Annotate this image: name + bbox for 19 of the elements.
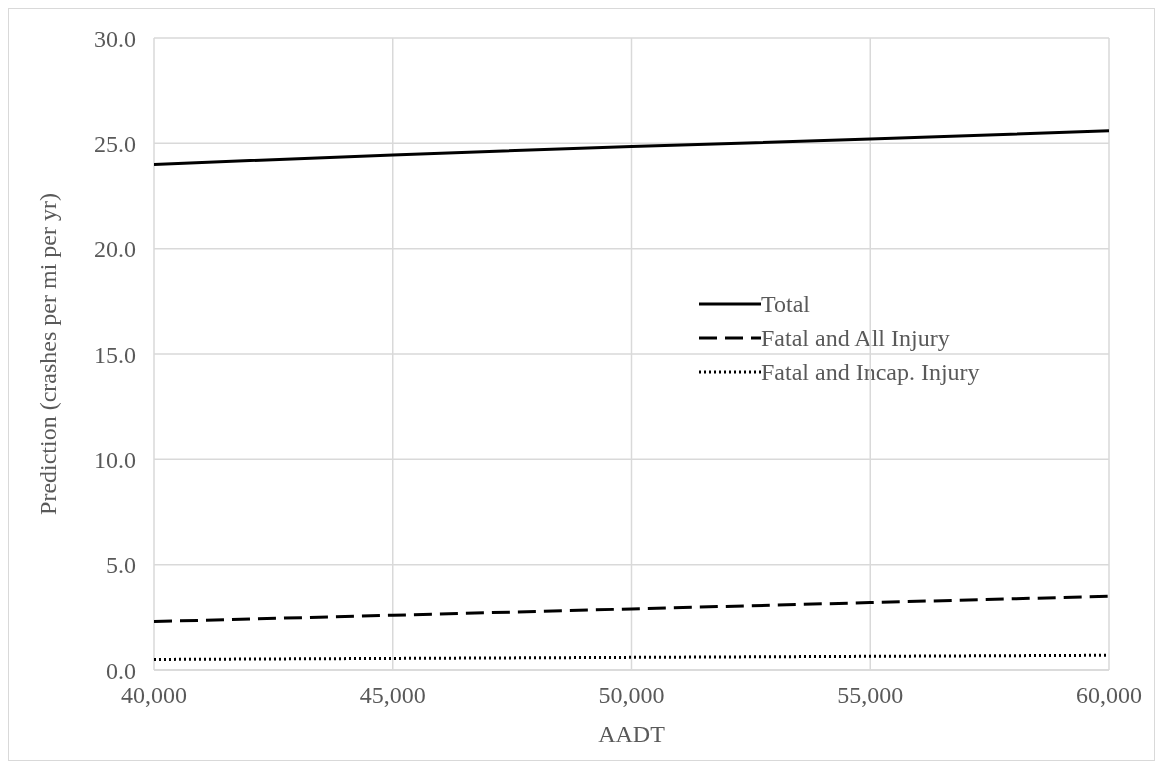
x-tick-label: 50,000 [598, 682, 665, 709]
x-axis-title: AADT [598, 721, 666, 747]
legend-label: Fatal and All Injury [761, 324, 950, 352]
x-tick-label: 45,000 [359, 682, 426, 709]
x-tick-label: 60,000 [1076, 682, 1142, 709]
legend-label: Fatal and Incap. Injury [761, 358, 980, 386]
legend-label: Total [761, 290, 810, 318]
y-tick-label: 10.0 [94, 446, 136, 473]
y-tick-label: 30.0 [94, 25, 136, 52]
line-series [154, 129, 1109, 166]
y-tick-label: 20.0 [94, 236, 136, 263]
x-tick-label: 55,000 [837, 682, 904, 709]
y-axis-title: Prediction (crashes per mi per yr) [34, 193, 61, 515]
y-tick-label: 5.0 [106, 552, 136, 579]
x-tick-label: 40,000 [121, 682, 187, 709]
y-tick-label: 0.0 [106, 657, 136, 684]
y-tick-label: 15.0 [94, 341, 136, 368]
y-tick-label: 25.0 [94, 130, 136, 157]
line-series [154, 594, 1109, 624]
